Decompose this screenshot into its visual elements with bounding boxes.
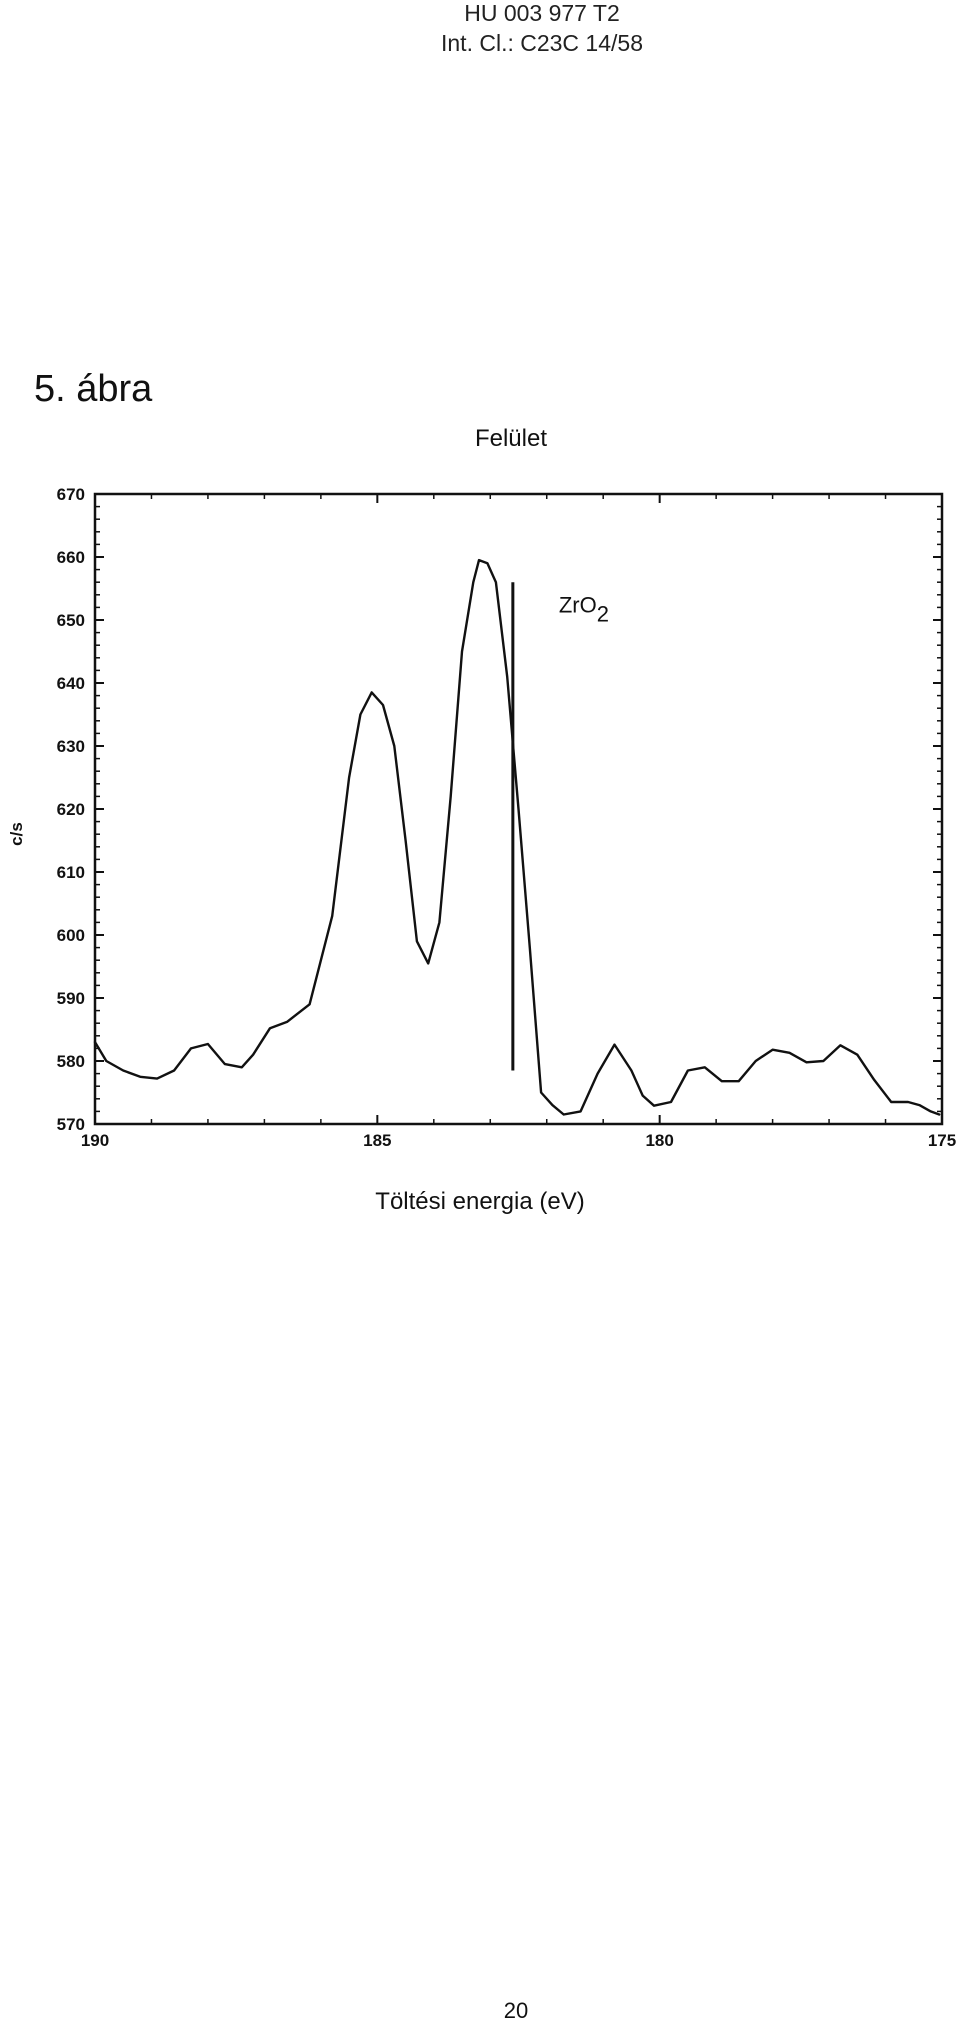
series-line bbox=[93, 558, 941, 1116]
y-tick-label: 650 bbox=[57, 611, 85, 630]
x-tick-label: 180 bbox=[645, 1131, 673, 1150]
y-tick-label: 570 bbox=[57, 1115, 85, 1134]
y-tick-label: 670 bbox=[57, 485, 85, 504]
annotation-main-text: ZrO bbox=[559, 592, 597, 617]
x-tick-label: 175 bbox=[928, 1131, 956, 1150]
y-tick-label: 630 bbox=[57, 737, 85, 756]
x-tick-label: 190 bbox=[81, 1131, 109, 1150]
spectrum-chart: 570 580 590 600 610 620 630 640 650 660 670 190 185 1… bbox=[7, 485, 956, 1150]
page-number: 20 bbox=[503, 1998, 529, 2023]
classification-code: Int. Cl.: C23C 14/58 bbox=[441, 30, 643, 56]
y-tick-label: 580 bbox=[57, 1052, 85, 1071]
y-tick-label: 660 bbox=[57, 548, 85, 567]
y-tick-label: 590 bbox=[57, 989, 85, 1008]
chart-title: Felület bbox=[474, 425, 548, 452]
figure-label: 5. ábra bbox=[34, 368, 153, 410]
annotation-subscript: 2 bbox=[597, 601, 609, 626]
document-number: HU 003 977 T2 bbox=[464, 0, 620, 26]
x-axis-label: Töltési energia (eV) bbox=[375, 1188, 585, 1215]
y-tick-label: 600 bbox=[57, 926, 85, 945]
x-tick-label: 185 bbox=[363, 1131, 391, 1150]
y-axis-label: c/s bbox=[7, 822, 26, 846]
y-tick-label: 610 bbox=[57, 863, 85, 882]
y-tick-label: 620 bbox=[57, 800, 85, 819]
zro2-annotation-label: ZrO2 bbox=[559, 592, 609, 626]
y-tick-label: 640 bbox=[57, 674, 85, 693]
